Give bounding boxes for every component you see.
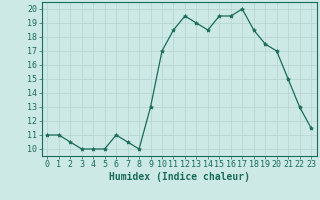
X-axis label: Humidex (Indice chaleur): Humidex (Indice chaleur) (109, 172, 250, 182)
